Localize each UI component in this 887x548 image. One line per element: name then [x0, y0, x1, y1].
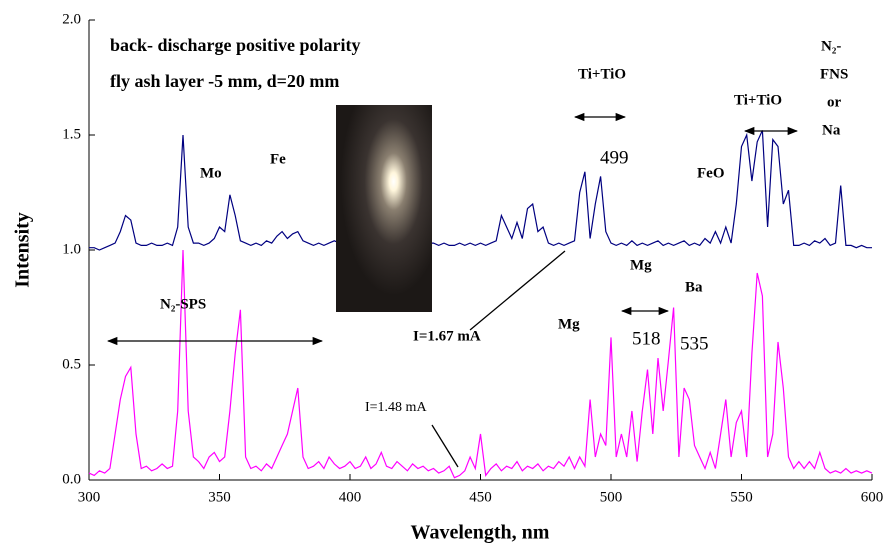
y-axis-label: Intensity: [12, 212, 34, 288]
leader-line: [469, 250, 566, 331]
y-tick-label: 2.0: [62, 11, 81, 27]
annotation: I=1.48 mA: [365, 400, 427, 415]
leader-line: [431, 424, 459, 468]
annotation: 535: [680, 333, 709, 354]
y-tick-label: 0.5: [62, 356, 81, 372]
annotation: Mg: [630, 257, 652, 273]
x-axis-label: Wavelength, nm: [411, 522, 550, 544]
annotation: FNS: [820, 66, 848, 82]
annotation: fly ash layer -5 mm, d=20 mm: [110, 71, 339, 91]
annotation: I=1.67 mA: [413, 328, 481, 344]
annotation: N₂-SPS: [160, 296, 206, 312]
x-tick-label: 500: [600, 489, 623, 505]
annotation: Ti+TiO: [734, 92, 782, 108]
spectrum-line: [89, 130, 872, 251]
x-tick-label: 450: [469, 489, 492, 505]
annotation: Ba: [685, 279, 703, 295]
annotation: back- discharge positive polarity: [110, 35, 361, 55]
y-tick-label: 1.5: [62, 126, 81, 142]
annotation: N₂-: [821, 38, 841, 54]
x-tick-label: 600: [861, 489, 884, 505]
annotation: Fe: [270, 151, 286, 167]
annotation: Mo: [200, 165, 222, 181]
y-tick-label: 1.0: [62, 241, 81, 257]
annotation: or: [827, 94, 842, 110]
x-tick-label: 350: [208, 489, 231, 505]
y-tick-label: 0.0: [62, 471, 81, 487]
discharge-photo: [336, 105, 432, 312]
annotation: Na: [822, 122, 841, 138]
annotation: 518: [632, 328, 661, 349]
x-tick-label: 400: [339, 489, 362, 505]
x-tick-label: 550: [730, 489, 753, 505]
annotation: 499: [600, 147, 629, 168]
x-tick-label: 300: [78, 489, 101, 505]
spectrum-line: [88, 249, 873, 479]
plot-area: [88, 19, 873, 481]
annotation: Mg: [558, 316, 580, 332]
annotation: Ti+TiO: [578, 66, 626, 82]
annotation: FeO: [697, 165, 725, 181]
